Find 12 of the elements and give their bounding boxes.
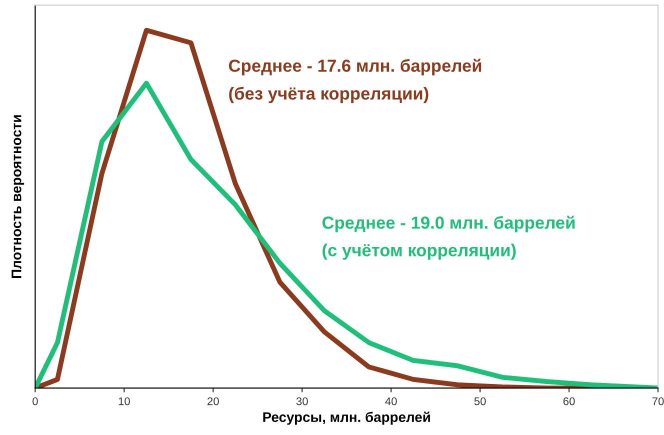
x-tick-label: 50 bbox=[474, 397, 486, 406]
x-axis-title: Ресурсы, млн. баррелей bbox=[263, 412, 430, 425]
series-label: Среднее - 19.0 млн. баррелей (с учётом корреляции) bbox=[322, 216, 575, 260]
x-tick-label: 10 bbox=[118, 397, 130, 406]
x-tick-label: 20 bbox=[208, 397, 219, 406]
x-tick-label: 60 bbox=[563, 397, 575, 406]
x-tick-label: 70 bbox=[652, 397, 664, 406]
x-tick-label: 40 bbox=[385, 397, 397, 406]
series-label: Среднее - 17.6 млн. баррелей (без учёта корреляции) bbox=[228, 58, 482, 104]
x-tick-label: 0 bbox=[32, 397, 38, 406]
x-tick-label: 30 bbox=[296, 397, 308, 406]
y-axis-title: Плотность вероятности bbox=[12, 115, 24, 278]
